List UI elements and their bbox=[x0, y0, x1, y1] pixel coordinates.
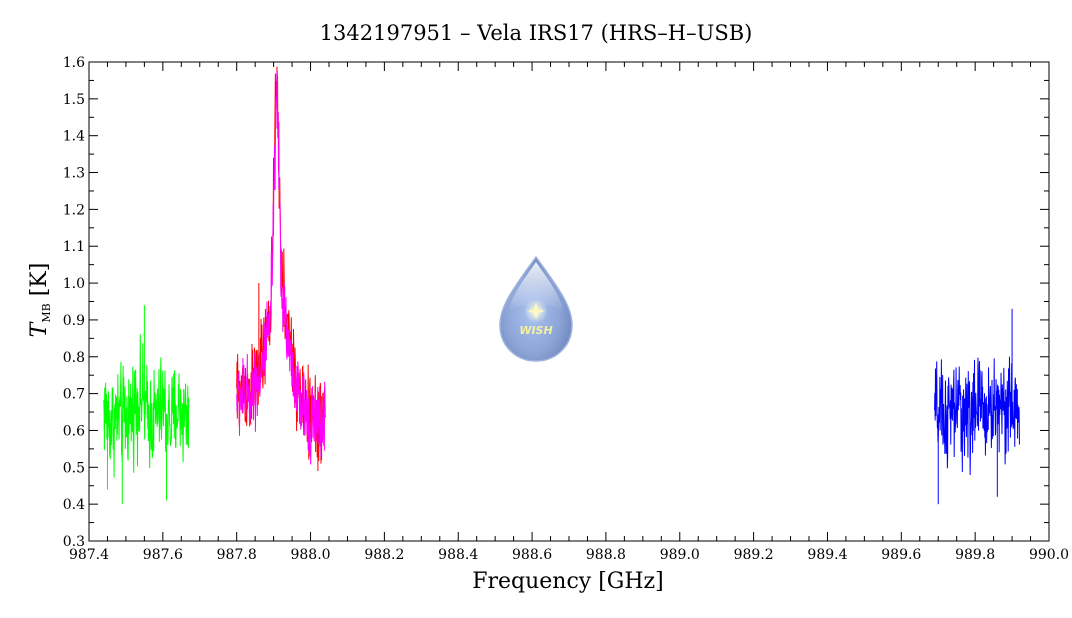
y-tick-label: 1.1 bbox=[63, 239, 85, 255]
y-tick-label: 0.4 bbox=[63, 497, 85, 513]
x-tick-label: 988.0 bbox=[290, 547, 330, 563]
y-tick-label: 1.2 bbox=[63, 202, 85, 218]
x-axis-label: Frequency [GHz] bbox=[472, 569, 664, 594]
x-tick-label: 989.6 bbox=[881, 547, 921, 563]
x-tick-labels: 987.4 987.6 987.8 988.0 988.2 988.4 988.6 988.8… bbox=[69, 547, 1069, 563]
x-tick-label: 989.4 bbox=[807, 547, 847, 563]
x-tick-label: 987.4 bbox=[69, 547, 109, 563]
x-tick-label: 988.6 bbox=[512, 547, 552, 563]
spectrum-series-line bbox=[934, 356, 1020, 475]
x-tick-label: 987.8 bbox=[217, 547, 257, 563]
y-tick-label: 0.5 bbox=[63, 460, 85, 476]
y-axis-label-symbol: T bbox=[27, 320, 52, 337]
y-tick-label: 0.3 bbox=[63, 534, 85, 550]
x-tick-label: 989.0 bbox=[660, 547, 700, 563]
spectrum-series-line bbox=[236, 66, 326, 464]
y-axis-label: TMB [K] bbox=[27, 263, 53, 338]
x-tick-label: 990.0 bbox=[1029, 547, 1069, 563]
y-tick-label: 0.6 bbox=[63, 423, 85, 439]
spectrum-series-line bbox=[103, 334, 190, 478]
y-tick-label: 1.3 bbox=[63, 166, 85, 182]
x-tick-label: 989.2 bbox=[734, 547, 774, 563]
y-tick-labels: 0.3 0.4 0.5 0.6 0.7 0.8 0.9 1.0 1.1 1.2 1.3 1.4 1.5 1… bbox=[63, 55, 85, 550]
x-tick-label: 989.8 bbox=[955, 547, 995, 563]
y-axis-label-subscript: MB bbox=[40, 303, 53, 322]
spectrum-series-line bbox=[236, 70, 326, 465]
y-tick-label: 0.9 bbox=[63, 313, 85, 329]
logo-text: WISH bbox=[519, 324, 552, 337]
y-tick-label: 0.8 bbox=[63, 350, 85, 366]
series-group bbox=[103, 66, 1020, 505]
water-drop-logo-icon: WISH bbox=[499, 255, 573, 362]
x-tick-label: 988.4 bbox=[438, 547, 478, 563]
y-tick-label: 0.7 bbox=[63, 387, 85, 403]
y-axis-label-unit: [K] bbox=[27, 263, 52, 304]
x-tick-label: 988.8 bbox=[586, 547, 626, 563]
y-tick-label: 1.6 bbox=[63, 55, 85, 71]
axis-ticks bbox=[88, 61, 1050, 542]
x-tick-label: 987.6 bbox=[143, 547, 183, 563]
chart-title: 1342197951 – Vela IRS17 (HRS–H–USB) bbox=[320, 21, 753, 45]
y-tick-label: 1.4 bbox=[63, 129, 85, 145]
x-tick-label: 988.2 bbox=[364, 547, 404, 563]
y-tick-label: 1.0 bbox=[63, 276, 85, 292]
plot-frame bbox=[88, 61, 1050, 542]
y-tick-label: 1.5 bbox=[63, 92, 85, 108]
